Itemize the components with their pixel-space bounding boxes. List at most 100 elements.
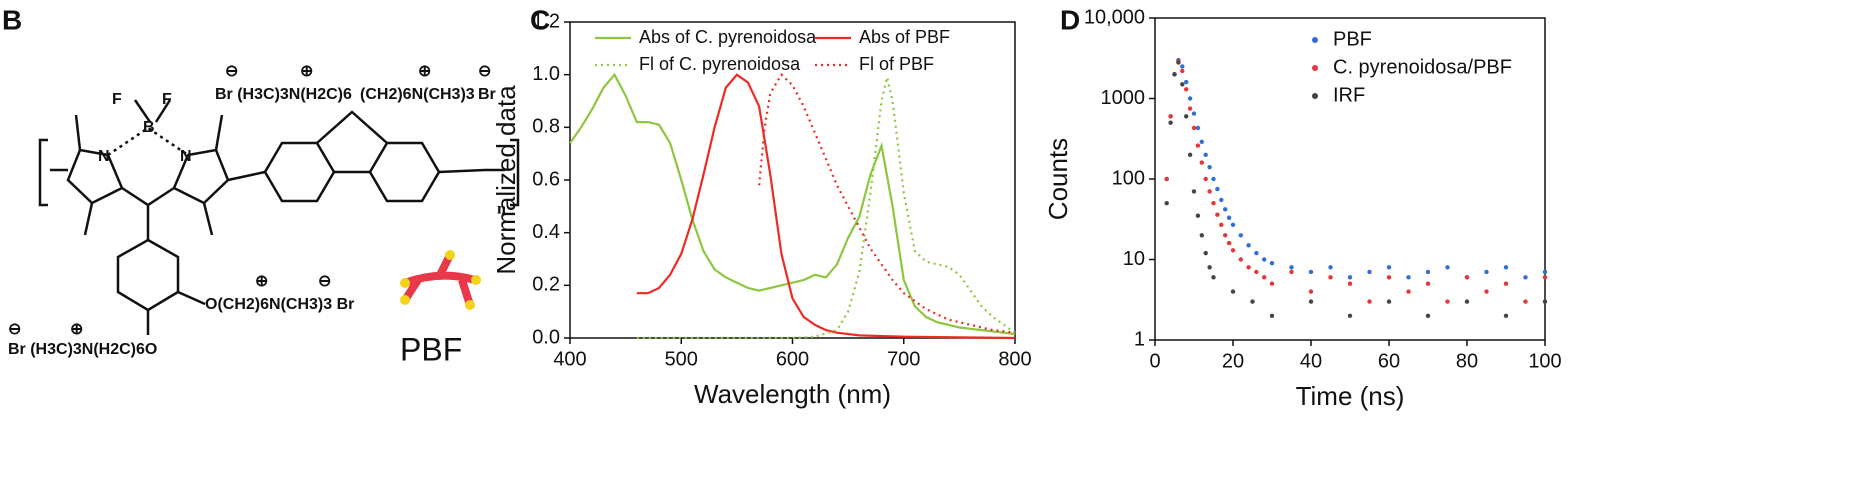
data-point (1199, 139, 1205, 144)
charge: ⊕ (255, 273, 268, 290)
data-point (1484, 289, 1489, 294)
data-point (1503, 281, 1509, 286)
data-point (1230, 289, 1236, 294)
y-tick-label: 1.0 (532, 63, 560, 85)
bf-bonds (133, 99, 172, 123)
legend-label: IRF (1333, 84, 1365, 106)
data-point (1269, 281, 1275, 286)
data-point (1230, 222, 1236, 227)
data-point (1211, 201, 1216, 206)
y-axis-title: Counts (1043, 138, 1073, 220)
chart: D 0 20 40 60 80 100 1 10 100 1000 10,000 Time (ns) Co… (1043, 4, 1562, 410)
data-point (1207, 265, 1212, 270)
series-line (636, 73, 1016, 340)
atom: N (98, 148, 110, 165)
data-point (1168, 120, 1173, 125)
data-point (1187, 152, 1193, 157)
data-point (1230, 248, 1236, 253)
legend-label: C. pyrenoidosa/PBF (1333, 56, 1512, 78)
data-point (1203, 250, 1208, 256)
data-point (1425, 281, 1431, 286)
data-point (1542, 275, 1548, 280)
data-point (1180, 82, 1185, 87)
data-point (1262, 275, 1267, 280)
pbf-icon (465, 300, 475, 310)
data-point (1386, 265, 1392, 270)
legend-label: Abs of PBF (859, 27, 950, 47)
data-point (1184, 114, 1189, 119)
charge: ⊖ (318, 273, 331, 290)
legend-label: PBF (1333, 28, 1372, 50)
legend-swatch (1312, 93, 1318, 99)
charge: ⊕ (418, 63, 431, 80)
y-tick-label: 100 (1112, 167, 1145, 189)
data-point (1172, 72, 1177, 77)
data-point (1289, 265, 1294, 270)
data-point (1308, 269, 1314, 275)
bonds (227, 170, 266, 182)
pbf-icon (400, 295, 410, 305)
charge: ⊕ (300, 63, 313, 80)
data-point (1180, 64, 1185, 69)
atom: N (180, 148, 192, 165)
data-point (1187, 106, 1193, 111)
data-point (1347, 313, 1353, 318)
bonds (146, 110, 486, 240)
data-point (1238, 257, 1244, 262)
benzene (368, 141, 441, 203)
benzene (263, 141, 336, 203)
data-point (1223, 207, 1228, 212)
pbf-icon (400, 278, 410, 288)
data-point (1246, 265, 1251, 270)
data-point (1367, 269, 1372, 275)
data-point (1254, 269, 1259, 275)
data-point (1464, 275, 1470, 280)
data-point (1308, 289, 1314, 294)
coordination (107, 126, 189, 157)
x-tick-label: 40 (1300, 350, 1322, 372)
data-point (1406, 275, 1411, 280)
data-point (1207, 165, 1212, 170)
bracket-left (38, 138, 68, 207)
legend-swatch (1312, 65, 1318, 71)
data-point (1289, 269, 1294, 275)
data-point (1223, 233, 1228, 238)
data-point (1199, 233, 1205, 238)
data-point (1226, 215, 1232, 220)
bonds (146, 290, 206, 335)
data-point (1180, 68, 1185, 74)
data-point (1211, 176, 1216, 182)
caption: PBF (400, 331, 462, 367)
data-point (1168, 114, 1173, 119)
x-tick-label: 700 (887, 348, 920, 370)
data-point (1269, 260, 1275, 266)
charge: ⊖ (8, 321, 21, 338)
formula: (CH2)6N(CH3)3 (360, 86, 475, 103)
data-point (1503, 265, 1509, 270)
x-tick-label: 500 (665, 348, 698, 370)
y-tick-label: 1.2 (532, 10, 560, 32)
data-point (1250, 299, 1255, 304)
y-tick-label: 0.6 (532, 168, 560, 190)
data-point (1203, 152, 1208, 157)
data-point (1425, 269, 1431, 275)
data-point (1219, 197, 1224, 203)
y-axis-title: Normalized data (491, 85, 521, 275)
data-point (1226, 240, 1232, 246)
charge: ⊖ (225, 63, 238, 80)
formula: Br (478, 86, 496, 103)
pbf-icon (445, 250, 455, 260)
data-point (1328, 275, 1333, 280)
data-point (1328, 265, 1333, 270)
data-point (1269, 313, 1275, 318)
y-tick-label: 0.8 (532, 116, 560, 138)
data-point (1238, 233, 1244, 238)
data-point (1262, 257, 1267, 262)
y-tick-label: 10,000 (1084, 6, 1145, 28)
x-axis-title: Time (ns) (1296, 381, 1405, 411)
data-point (1219, 222, 1224, 227)
y-tick-label: 1000 (1101, 87, 1146, 109)
data-point (1195, 125, 1201, 131)
data-point (1203, 176, 1208, 182)
